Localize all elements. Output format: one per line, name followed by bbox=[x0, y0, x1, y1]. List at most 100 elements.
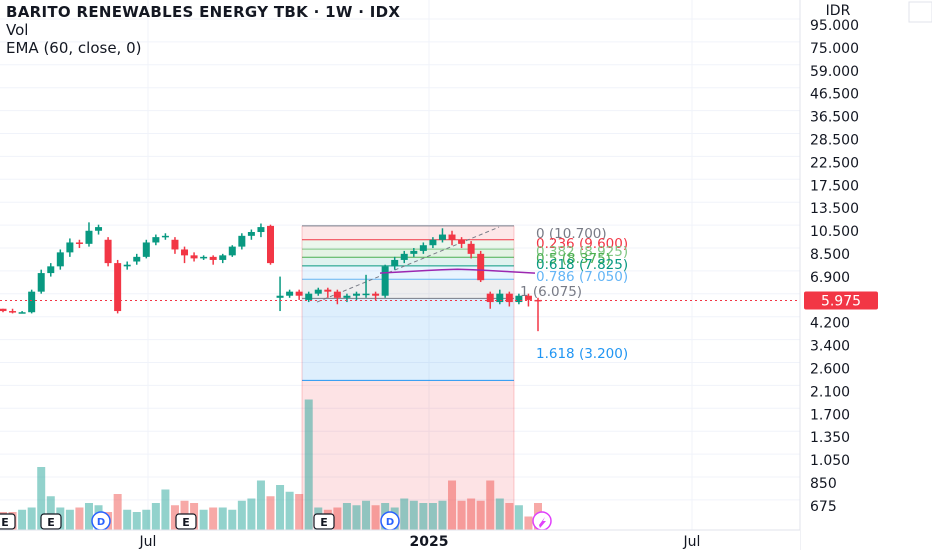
candle-body bbox=[515, 295, 523, 303]
volume-bar bbox=[333, 507, 342, 530]
candle-body bbox=[295, 291, 303, 296]
fib-band bbox=[302, 279, 514, 299]
fib-level-label: 0.236 (9.600) bbox=[536, 236, 628, 252]
price-tick-label: 46.500 bbox=[810, 87, 859, 103]
volume-bar bbox=[295, 494, 304, 530]
candle-body bbox=[95, 227, 103, 231]
candle-body bbox=[276, 295, 284, 298]
volume-bar bbox=[75, 507, 84, 530]
candle-body bbox=[333, 291, 341, 298]
candle-body bbox=[524, 295, 532, 300]
volume-bar bbox=[400, 498, 409, 530]
volume-bar bbox=[228, 509, 237, 530]
volume-bar bbox=[276, 485, 285, 530]
candle-body bbox=[247, 232, 255, 236]
fib-level-label: 0.618 (7.825) bbox=[536, 257, 628, 273]
candle-body bbox=[391, 259, 399, 267]
price-tick-label: 3.400 bbox=[810, 339, 850, 355]
candle-body bbox=[410, 250, 418, 254]
fib-band bbox=[302, 298, 514, 381]
ema-line bbox=[0, 268, 800, 301]
earnings-marker-label: E bbox=[182, 516, 190, 529]
volume-bar bbox=[457, 500, 466, 530]
price-tick-label: 1.350 bbox=[810, 430, 850, 446]
fib-band bbox=[302, 249, 514, 258]
volume-bar bbox=[428, 503, 437, 530]
time-axis-bg bbox=[0, 530, 800, 550]
earnings-marker-label: E bbox=[320, 516, 328, 529]
fib-level-label: 0.5 (8.375) bbox=[536, 251, 611, 267]
volume-bar bbox=[409, 500, 418, 530]
earnings-marker-label: E bbox=[47, 516, 55, 529]
candle-body bbox=[505, 293, 513, 303]
candle-body bbox=[372, 293, 380, 296]
candle-body bbox=[161, 235, 169, 238]
candle-body bbox=[362, 293, 370, 296]
price-tick-label: 95.000 bbox=[810, 18, 859, 34]
candle-body bbox=[496, 293, 504, 303]
candle-body bbox=[314, 289, 322, 294]
candle-body bbox=[104, 239, 112, 264]
candle-body bbox=[219, 255, 227, 260]
earnings-marker bbox=[313, 513, 335, 530]
candle-body bbox=[200, 256, 208, 259]
fib-band bbox=[302, 225, 514, 240]
price-tick-label: 13.500 bbox=[810, 201, 859, 217]
price-tick-label: 22.500 bbox=[810, 155, 859, 171]
fib-level-label: 0.382 (8.925) bbox=[536, 244, 628, 260]
price-tick-label: 4.200 bbox=[810, 316, 850, 332]
volume-bar bbox=[237, 500, 246, 530]
candle-body bbox=[429, 239, 437, 246]
volume-bar bbox=[27, 507, 36, 530]
volume-bar bbox=[113, 494, 122, 530]
candle-body bbox=[267, 225, 274, 264]
earnings-marker-label: E bbox=[1, 516, 9, 529]
volume-bar bbox=[352, 505, 361, 530]
volume-bar bbox=[371, 505, 380, 530]
price-tick-label: 59.000 bbox=[810, 64, 859, 80]
fib-level-label: 0 (10.700) bbox=[536, 226, 607, 242]
volume-bar bbox=[46, 496, 55, 530]
candle-body bbox=[305, 293, 313, 300]
volume-bar bbox=[65, 509, 74, 530]
candle-body bbox=[75, 242, 83, 244]
candle-body bbox=[142, 242, 150, 257]
price-tick-label: 2.100 bbox=[810, 384, 850, 400]
candle-body bbox=[486, 293, 494, 303]
price-tick-label: 36.500 bbox=[810, 110, 859, 126]
volume-bar bbox=[362, 500, 371, 530]
volume-bar bbox=[18, 509, 27, 530]
axis-settings-box bbox=[908, 1, 932, 23]
price-axis-bg bbox=[800, 0, 932, 550]
volume-bar bbox=[505, 503, 514, 530]
ema-series bbox=[379, 268, 536, 274]
volume-bar bbox=[476, 500, 485, 530]
time-tick-label: Jul bbox=[139, 534, 157, 550]
candle-body bbox=[181, 249, 189, 256]
fib-retracement bbox=[301, 225, 515, 530]
candle-body bbox=[123, 264, 131, 267]
volume-bar bbox=[209, 507, 218, 530]
fib-band bbox=[302, 257, 514, 266]
candle-body bbox=[0, 308, 7, 312]
legend-indicator-vol: Vol bbox=[6, 21, 29, 39]
volume-bar bbox=[256, 480, 265, 530]
volume-bar bbox=[514, 505, 523, 530]
fib-level-label: 0.786 (7.050) bbox=[536, 269, 628, 285]
volume-bar bbox=[486, 480, 495, 530]
volume-bar bbox=[304, 399, 313, 530]
volume-bar bbox=[285, 491, 294, 530]
fib-labels: 0 (10.700)0.236 (9.600)0.382 (8.925)0.5 … bbox=[520, 226, 628, 362]
candle-body bbox=[47, 266, 55, 274]
volume-bar bbox=[342, 503, 351, 530]
candle-body bbox=[56, 252, 64, 267]
price-tick-label: 1.700 bbox=[810, 407, 850, 423]
candle-body bbox=[66, 242, 74, 253]
candle-body bbox=[400, 253, 408, 260]
candle-body bbox=[381, 266, 389, 296]
candle-body bbox=[18, 312, 26, 314]
price-tick-label: 8.500 bbox=[810, 247, 850, 263]
earnings-marker bbox=[40, 513, 62, 530]
